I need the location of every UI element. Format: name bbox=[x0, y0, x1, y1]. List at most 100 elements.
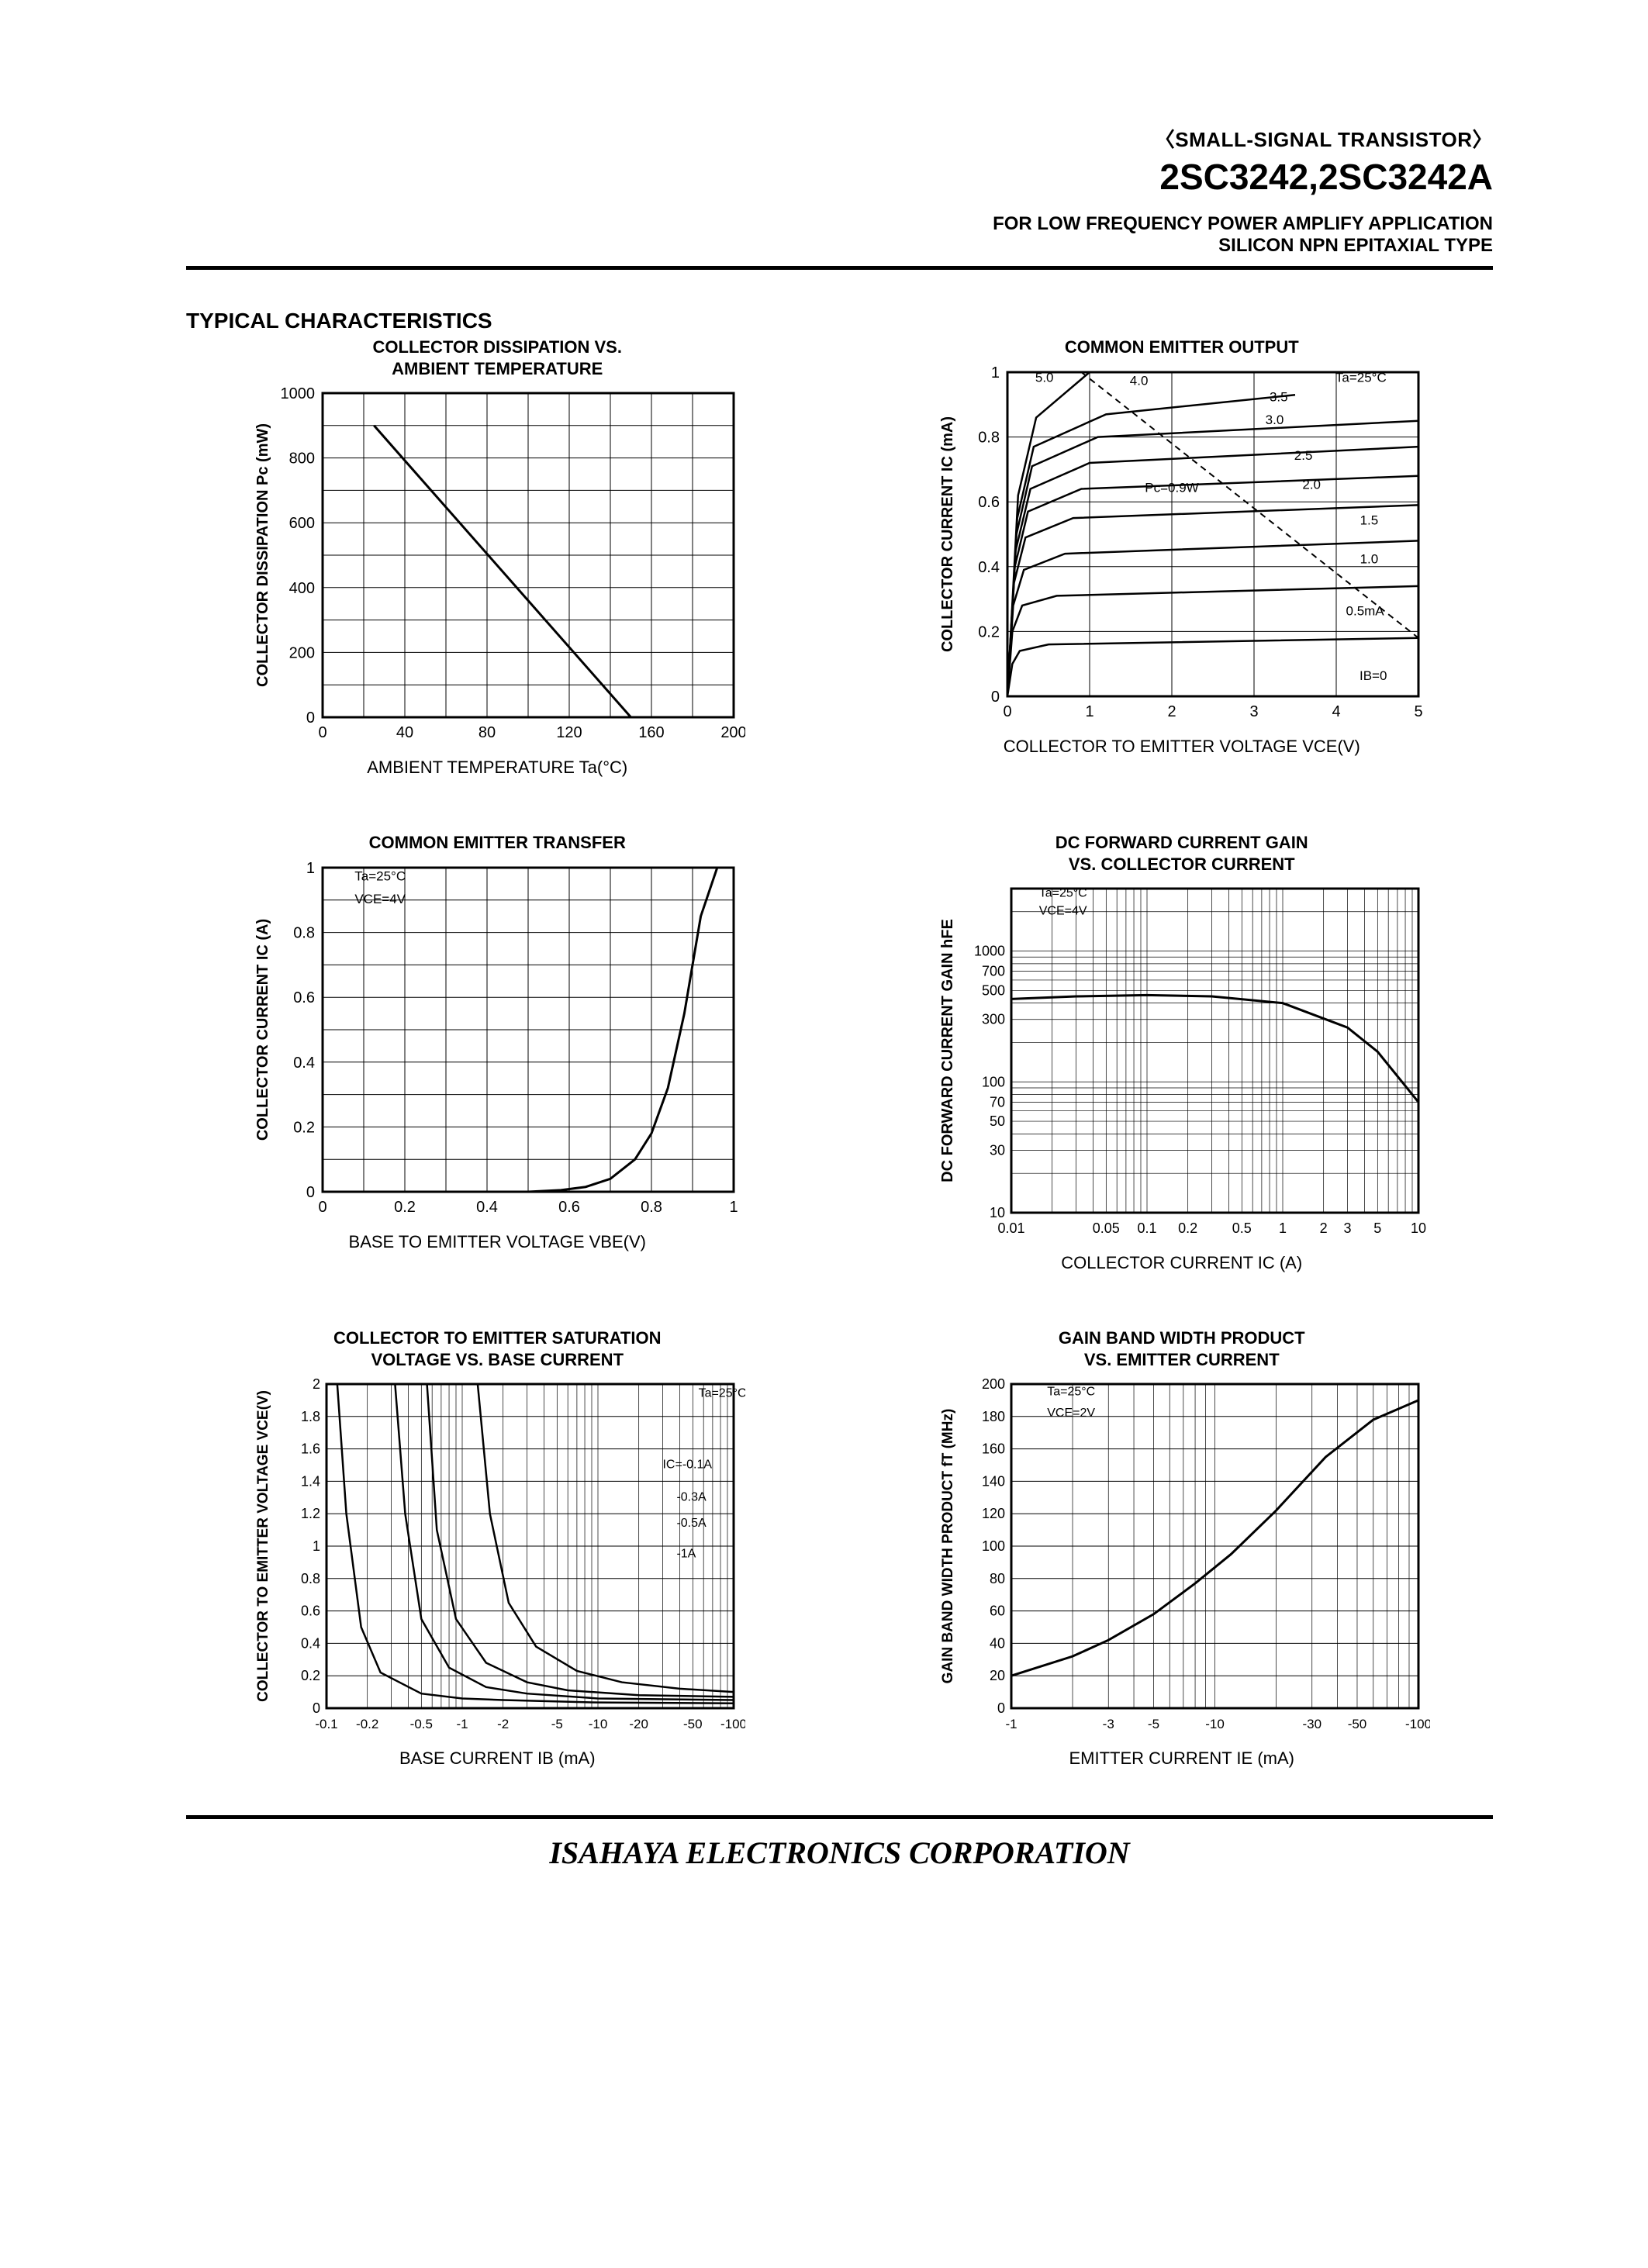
svg-text:0.2: 0.2 bbox=[1178, 1220, 1197, 1236]
svg-text:1: 1 bbox=[730, 1199, 738, 1216]
svg-text:1.4: 1.4 bbox=[301, 1473, 320, 1489]
svg-text:0.6: 0.6 bbox=[558, 1199, 580, 1216]
chart-vce-sat-vs-base-current: COLLECTOR TO EMITTER SATURATION VOLTAGE … bbox=[186, 1327, 809, 1769]
chart-title: COLLECTOR DISSIPATION VS. AMBIENT TEMPER… bbox=[373, 337, 622, 379]
svg-text:160: 160 bbox=[639, 724, 665, 741]
svg-text:0.05: 0.05 bbox=[1093, 1220, 1120, 1236]
svg-text:Ta=25°C: Ta=25°C bbox=[355, 868, 406, 883]
svg-text:Ta=25°C: Ta=25°C bbox=[1335, 370, 1387, 385]
svg-text:4: 4 bbox=[1332, 703, 1340, 720]
svg-text:IB=0: IB=0 bbox=[1360, 668, 1387, 683]
chart-common-emitter-output: COMMON EMITTER OUTPUT 01234500.20.40.60.… bbox=[871, 337, 1494, 778]
svg-text:0.8: 0.8 bbox=[978, 429, 1000, 446]
svg-text:1: 1 bbox=[1085, 703, 1093, 720]
svg-text:3: 3 bbox=[1249, 703, 1258, 720]
svg-text:180: 180 bbox=[982, 1409, 1005, 1424]
svg-text:0.8: 0.8 bbox=[301, 1571, 320, 1586]
svg-text:1000: 1000 bbox=[281, 385, 316, 402]
svg-text:0.2: 0.2 bbox=[293, 1119, 315, 1136]
svg-text:0: 0 bbox=[313, 1700, 320, 1716]
svg-text:40: 40 bbox=[396, 724, 413, 741]
svg-text:2: 2 bbox=[313, 1376, 320, 1392]
svg-text:DC FORWARD CURRENT GAIN hFE: DC FORWARD CURRENT GAIN hFE bbox=[939, 919, 956, 1182]
chart-title: COMMON EMITTER OUTPUT bbox=[1065, 337, 1299, 358]
svg-text:-3: -3 bbox=[1102, 1717, 1114, 1731]
svg-text:2: 2 bbox=[1167, 703, 1176, 720]
svg-text:140: 140 bbox=[982, 1473, 1005, 1489]
svg-text:3: 3 bbox=[1343, 1220, 1351, 1236]
svg-text:0.5: 0.5 bbox=[1232, 1220, 1252, 1236]
svg-text:-10: -10 bbox=[1205, 1717, 1225, 1731]
svg-text:5: 5 bbox=[1373, 1220, 1381, 1236]
chart-common-emitter-transfer: COMMON EMITTER TRANSFER 00.20.40.60.8100… bbox=[186, 832, 809, 1273]
svg-text:2.0: 2.0 bbox=[1302, 477, 1321, 492]
svg-text:Ta=25°C: Ta=25°C bbox=[699, 1387, 745, 1400]
svg-text:IC=-0.1A: IC=-0.1A bbox=[663, 1458, 713, 1472]
svg-text:2.5: 2.5 bbox=[1294, 447, 1313, 462]
svg-text:-0.1: -0.1 bbox=[316, 1717, 338, 1731]
svg-text:0.01: 0.01 bbox=[997, 1220, 1024, 1236]
svg-text:200: 200 bbox=[721, 724, 746, 741]
svg-text:COLLECTOR TO EMITTER VOLTAGE: COLLECTOR TO EMITTER VOLTAGE VCE(V) bbox=[255, 1390, 271, 1702]
chart-title: COLLECTOR TO EMITTER SATURATION VOLTAGE … bbox=[333, 1327, 661, 1370]
page-header: 〈SMALL-SIGNAL TRANSISTOR〉 2SC3242,2SC324… bbox=[186, 124, 1493, 257]
svg-text:400: 400 bbox=[289, 580, 315, 597]
svg-text:1: 1 bbox=[991, 364, 1000, 381]
svg-text:0.5mA: 0.5mA bbox=[1346, 603, 1384, 618]
svg-text:GAIN BAND WIDTH PRODUCT fT (: GAIN BAND WIDTH PRODUCT fT (MHz) bbox=[940, 1409, 956, 1684]
application-line: FOR LOW FREQUENCY POWER AMPLIFY APPLICAT… bbox=[186, 213, 1493, 235]
svg-text:80: 80 bbox=[479, 724, 496, 741]
svg-text:1: 1 bbox=[1279, 1220, 1287, 1236]
svg-text:100: 100 bbox=[982, 1074, 1005, 1089]
svg-text:-10: -10 bbox=[589, 1717, 608, 1731]
chart-svg: -1-3-5-10-30-50-100020406080100120140160… bbox=[934, 1375, 1430, 1739]
svg-text:-20: -20 bbox=[630, 1717, 649, 1731]
chart-svg: -0.1-0.2-0.5-1-2-5-10-20-50-10000.20.40.… bbox=[249, 1375, 745, 1739]
svg-text:0.2: 0.2 bbox=[301, 1668, 320, 1683]
svg-text:120: 120 bbox=[982, 1506, 1005, 1521]
svg-text:-1A: -1A bbox=[677, 1548, 696, 1561]
svg-text:0.6: 0.6 bbox=[301, 1603, 320, 1619]
svg-text:1.0: 1.0 bbox=[1360, 551, 1378, 566]
svg-text:-30: -30 bbox=[1302, 1717, 1322, 1731]
x-axis-label: COLLECTOR CURRENT IC (A) bbox=[1061, 1253, 1302, 1273]
svg-text:-0.5: -0.5 bbox=[410, 1717, 433, 1731]
x-axis-label: AMBIENT TEMPERATURE Ta(°C) bbox=[367, 758, 627, 778]
svg-text:-5: -5 bbox=[551, 1717, 563, 1731]
svg-text:0.4: 0.4 bbox=[978, 558, 1000, 575]
svg-text:0: 0 bbox=[1003, 703, 1011, 720]
type-line: SILICON NPN EPITAXIAL TYPE bbox=[186, 235, 1493, 257]
svg-text:5.0: 5.0 bbox=[1035, 370, 1054, 385]
chart-grid: COLLECTOR DISSIPATION VS. AMBIENT TEMPER… bbox=[186, 337, 1493, 1769]
svg-text:10: 10 bbox=[1411, 1220, 1426, 1236]
chart-svg: 0408012016020002004006008001000COLLECTOR… bbox=[249, 384, 745, 748]
svg-text:200: 200 bbox=[982, 1376, 1005, 1392]
x-axis-label: BASE TO EMITTER VOLTAGE VBE(V) bbox=[349, 1232, 646, 1252]
chart-ft-vs-emitter-current: GAIN BAND WIDTH PRODUCT VS. EMITTER CURR… bbox=[871, 1327, 1494, 1769]
svg-text:500: 500 bbox=[982, 982, 1005, 998]
svg-text:1: 1 bbox=[313, 1538, 320, 1554]
svg-text:Ta=25°C: Ta=25°C bbox=[1038, 886, 1087, 899]
svg-text:0: 0 bbox=[319, 1199, 327, 1216]
svg-text:700: 700 bbox=[982, 964, 1005, 979]
svg-text:-1: -1 bbox=[1005, 1717, 1017, 1731]
svg-text:-2: -2 bbox=[497, 1717, 509, 1731]
svg-text:0.6: 0.6 bbox=[978, 494, 1000, 511]
svg-text:100: 100 bbox=[982, 1538, 1005, 1554]
svg-text:COLLECTOR CURRENT IC (mA): COLLECTOR CURRENT IC (mA) bbox=[939, 416, 956, 651]
svg-text:-100: -100 bbox=[1405, 1717, 1430, 1731]
svg-text:0: 0 bbox=[306, 1184, 315, 1201]
svg-text:0: 0 bbox=[997, 1700, 1005, 1716]
svg-text:0.8: 0.8 bbox=[293, 924, 315, 941]
svg-text:0: 0 bbox=[319, 724, 327, 741]
part-number: 2SC3242,2SC3242A bbox=[186, 156, 1493, 198]
svg-text:1.6: 1.6 bbox=[301, 1441, 320, 1457]
svg-text:70: 70 bbox=[990, 1094, 1005, 1110]
manufacturer-footer: ISAHAYA ELECTRONICS CORPORATION bbox=[186, 1835, 1493, 1871]
svg-text:-0.3A: -0.3A bbox=[677, 1490, 707, 1503]
x-axis-label: EMITTER CURRENT IE (mA) bbox=[1069, 1748, 1294, 1769]
chart-svg: 00.20.40.60.8100.20.40.60.81COLLECTOR CU… bbox=[249, 858, 745, 1223]
datasheet-page: 〈SMALL-SIGNAL TRANSISTOR〉 2SC3242,2SC324… bbox=[0, 0, 1648, 2268]
chart-svg: 0.010.050.10.20.512351010305070100300500… bbox=[934, 879, 1430, 1244]
svg-text:VCE=4V: VCE=4V bbox=[355, 891, 406, 906]
